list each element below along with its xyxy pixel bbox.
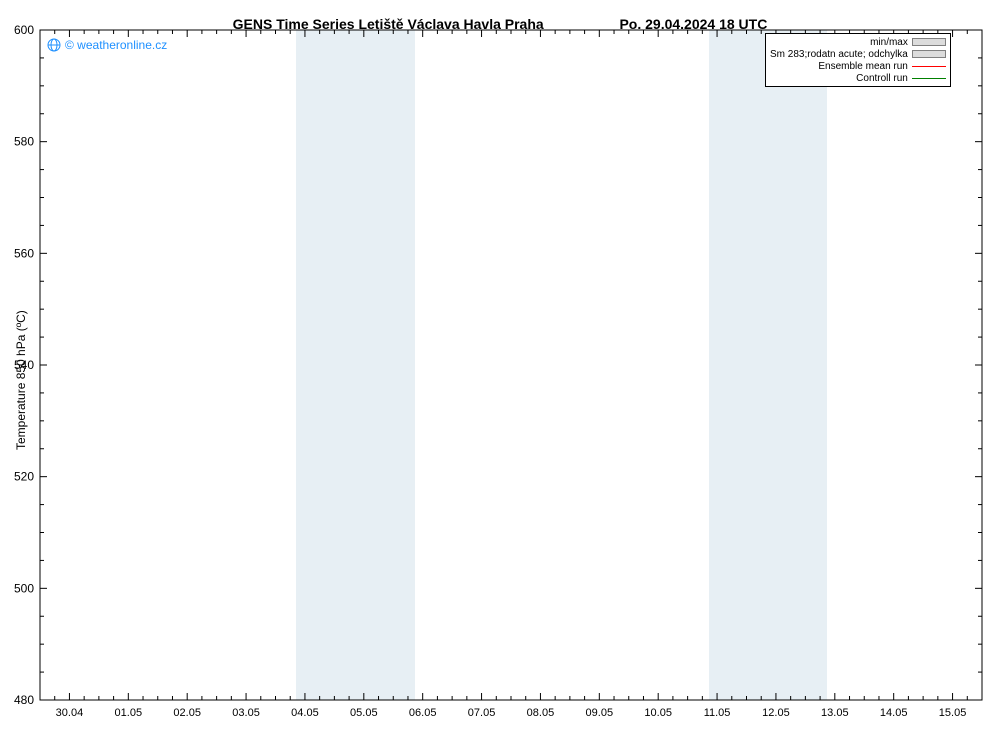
svg-text:500: 500 <box>14 581 34 595</box>
svg-text:05.05: 05.05 <box>350 707 378 719</box>
svg-text:09.05: 09.05 <box>586 707 614 719</box>
svg-text:06.05: 06.05 <box>409 707 437 719</box>
legend: min/maxSm 283;rodatn acute; odchylkaEnse… <box>765 33 951 87</box>
svg-text:13.05: 13.05 <box>821 707 849 719</box>
svg-text:03.05: 03.05 <box>232 707 260 719</box>
legend-item: Ensemble mean run <box>770 60 946 72</box>
svg-text:12.05: 12.05 <box>762 707 790 719</box>
svg-text:520: 520 <box>14 470 34 484</box>
legend-swatch <box>912 50 946 58</box>
svg-text:580: 580 <box>14 135 34 149</box>
legend-label: Sm 283;rodatn acute; odchylka <box>770 49 912 60</box>
svg-text:04.05: 04.05 <box>291 707 319 719</box>
svg-text:08.05: 08.05 <box>527 707 555 719</box>
legend-label: Ensemble mean run <box>818 61 912 72</box>
svg-text:560: 560 <box>14 246 34 260</box>
svg-text:15.05: 15.05 <box>939 707 967 719</box>
svg-text:01.05: 01.05 <box>115 707 143 719</box>
svg-text:07.05: 07.05 <box>468 707 496 719</box>
svg-text:14.05: 14.05 <box>880 707 908 719</box>
legend-swatch <box>912 38 946 46</box>
legend-swatch <box>912 73 946 83</box>
legend-item: Sm 283;rodatn acute; odchylka <box>770 48 946 60</box>
svg-text:30.04: 30.04 <box>56 707 84 719</box>
svg-text:540: 540 <box>14 358 34 372</box>
legend-item: Controll run <box>770 72 946 84</box>
svg-text:600: 600 <box>14 23 34 37</box>
svg-text:480: 480 <box>14 693 34 707</box>
svg-text:11.05: 11.05 <box>704 707 731 719</box>
svg-text:02.05: 02.05 <box>173 707 201 719</box>
legend-label: min/max <box>870 37 912 48</box>
legend-swatch <box>912 61 946 71</box>
plot-svg: 480 500 520 540 560 580 600 30.04 01.05 02.05 03.… <box>0 0 1000 733</box>
legend-item: min/max <box>770 36 946 48</box>
chart-container: GENS Time Series Letiště Václava Havla P… <box>0 0 1000 733</box>
legend-label: Controll run <box>856 73 912 84</box>
svg-text:10.05: 10.05 <box>644 707 672 719</box>
